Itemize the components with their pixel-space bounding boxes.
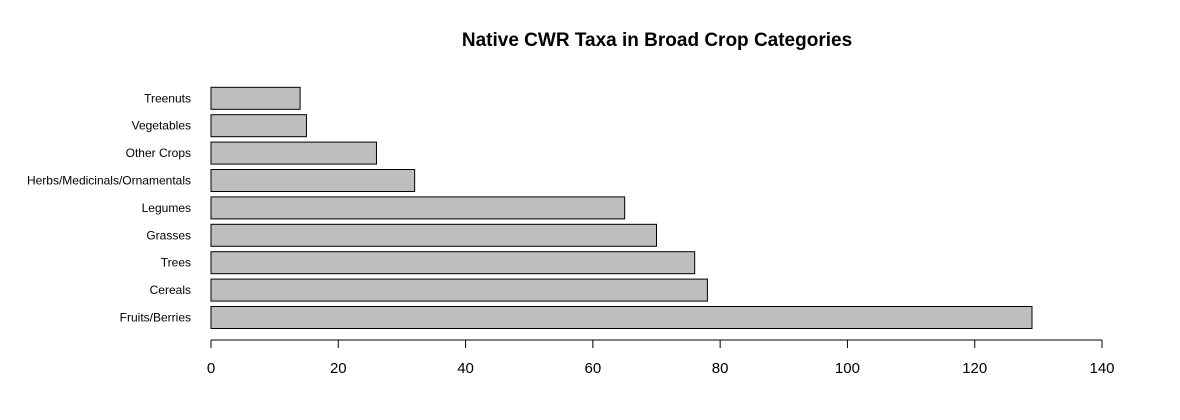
category-label-legumes: Legumes	[142, 201, 191, 215]
bar-trees	[210, 251, 696, 275]
x-tick-label: 20	[330, 360, 347, 377]
category-label-fruits-berries: Fruits/Berries	[120, 311, 191, 325]
x-tick-label: 80	[712, 360, 729, 377]
bar-cereals	[210, 278, 708, 302]
category-label-treenuts: Treenuts	[144, 91, 191, 105]
category-label-trees: Trees	[161, 256, 191, 270]
x-axis: 0 20 40 60 80 100 120 140	[207, 339, 1115, 377]
x-tick-label: 140	[1089, 360, 1114, 377]
x-tick-label: 40	[457, 360, 474, 377]
bar-fruits-berries	[210, 306, 1033, 329]
category-label-other-crops: Other Crops	[126, 146, 191, 160]
bar-herbs-medicinals-ornamentals	[210, 169, 416, 192]
bar-grasses	[210, 223, 657, 247]
category-label-grasses: Grasses	[146, 228, 191, 242]
x-tick-label: 0	[207, 360, 215, 377]
category-label-herbs-medicinals-ornamentals: Herbs/Medicinals/Ornamentals	[27, 174, 191, 188]
category-label-vegetables: Vegetables	[132, 119, 191, 133]
category-label-cereals: Cereals	[150, 283, 191, 297]
bar-vegetables	[210, 114, 307, 138]
bar-treenuts	[210, 86, 301, 110]
bar-other-crops	[210, 141, 377, 165]
x-tick-label: 120	[962, 360, 987, 377]
x-tick-label: 60	[585, 360, 602, 377]
chart-title: Native CWR Taxa in Broad Crop Categories	[462, 30, 852, 51]
bars	[210, 86, 1033, 329]
bar-legumes	[210, 196, 626, 220]
category-labels: Fruits/Berries Cereals Trees Grasses Legumes…	[27, 91, 191, 324]
x-tick-label: 100	[835, 360, 860, 377]
